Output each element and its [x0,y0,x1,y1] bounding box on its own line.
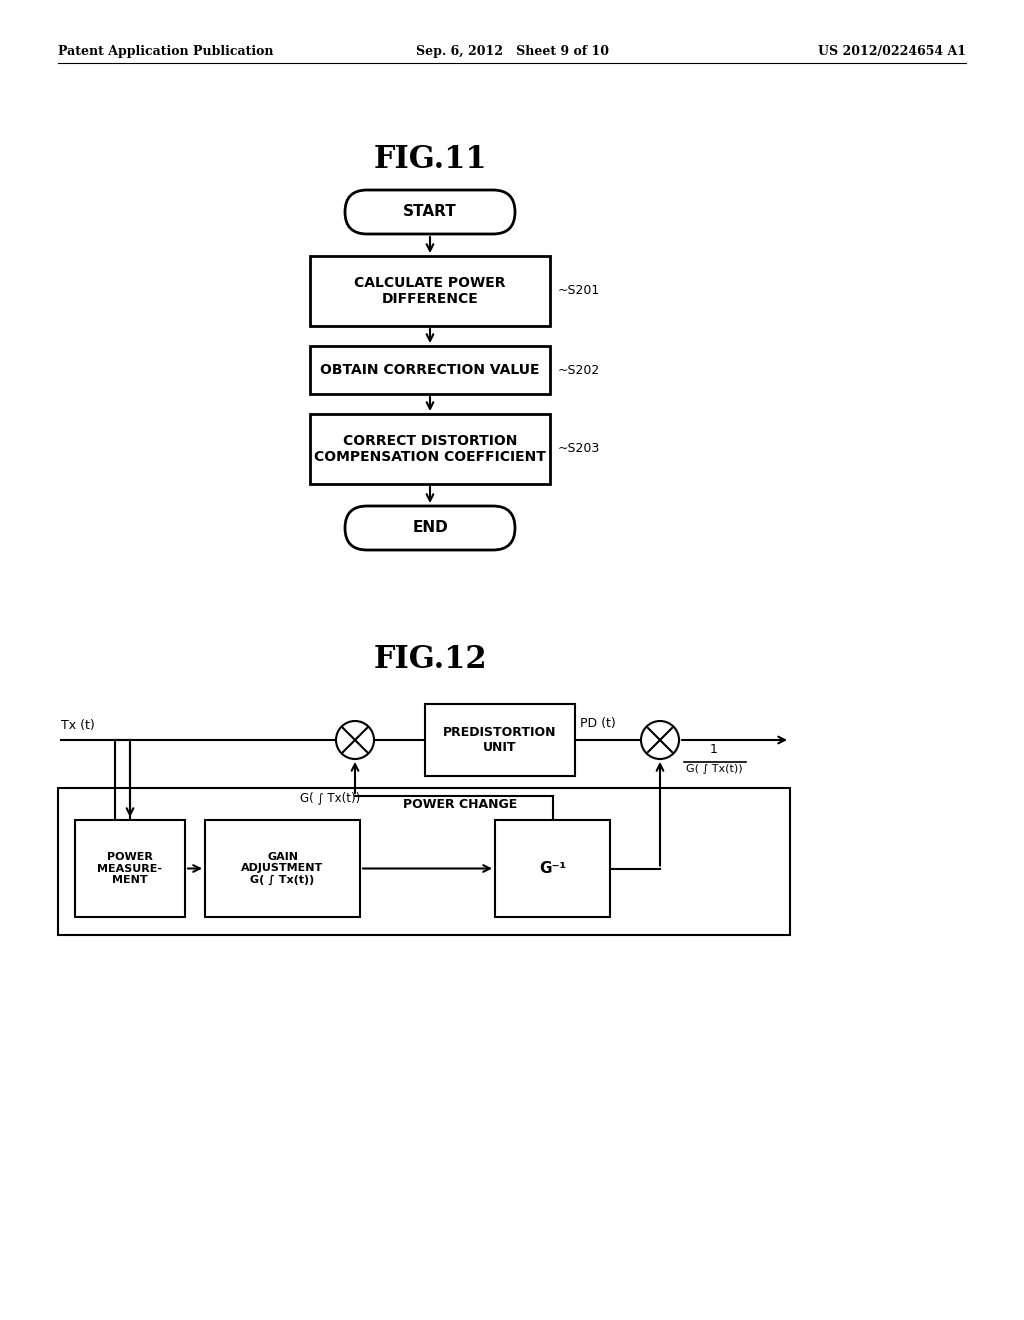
FancyBboxPatch shape [345,506,515,550]
Text: US 2012/0224654 A1: US 2012/0224654 A1 [818,45,966,58]
Text: ~S203: ~S203 [558,442,600,455]
Text: G( ∫ Tx(t)): G( ∫ Tx(t)) [300,791,360,804]
Text: OBTAIN CORRECTION VALUE: OBTAIN CORRECTION VALUE [321,363,540,378]
Bar [310,346,550,393]
Text: 1: 1 [710,743,718,756]
FancyBboxPatch shape [345,190,515,234]
Text: G⁻¹: G⁻¹ [539,861,566,876]
Text: FIG.12: FIG.12 [373,644,486,676]
Bar [205,820,360,917]
Text: Tx (t): Tx (t) [61,719,95,733]
Text: FIG.11: FIG.11 [374,144,486,176]
Text: PREDISTORTION
UNIT: PREDISTORTION UNIT [443,726,557,754]
Text: GAIN
ADJUSTMENT
G( ∫ Tx(t)): GAIN ADJUSTMENT G( ∫ Tx(t)) [242,851,324,886]
Text: Patent Application Publication: Patent Application Publication [58,45,273,58]
Bar [495,820,610,917]
Text: PD (t): PD (t) [580,717,615,730]
Text: ~S201: ~S201 [558,285,600,297]
Circle shape [336,721,374,759]
Text: CALCULATE POWER
DIFFERENCE: CALCULATE POWER DIFFERENCE [354,276,506,306]
Bar [75,820,185,917]
Text: START: START [403,205,457,219]
Text: END: END [412,520,447,536]
Bar [310,414,550,484]
Text: CORRECT DISTORTION
COMPENSATION COEFFICIENT: CORRECT DISTORTION COMPENSATION COEFFICI… [314,434,546,465]
Text: ~S202: ~S202 [558,363,600,376]
Circle shape [641,721,679,759]
Bar [58,788,790,935]
Text: G( ∫ Tx(t)): G( ∫ Tx(t)) [686,764,742,774]
Bar [310,256,550,326]
Text: Sep. 6, 2012   Sheet 9 of 10: Sep. 6, 2012 Sheet 9 of 10 [416,45,608,58]
Text: POWER
MEASURE-
MENT: POWER MEASURE- MENT [97,851,163,886]
Text: POWER CHANGE: POWER CHANGE [403,797,518,810]
Bar [425,704,575,776]
